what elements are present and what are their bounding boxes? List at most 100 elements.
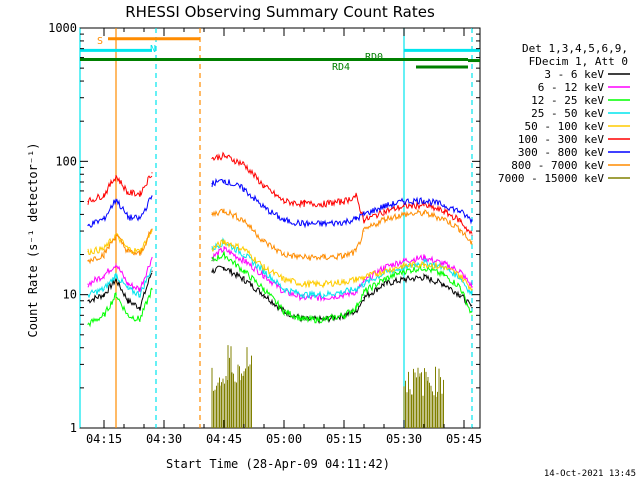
data-point (211, 248, 213, 250)
flag-label-rd4: RD4 (332, 62, 350, 73)
data-point (127, 251, 129, 253)
data-point (223, 155, 225, 157)
data-point (303, 256, 305, 259)
series-800-7000-kev (87, 208, 473, 265)
y-tick-label: 100 (55, 154, 77, 168)
data-point (263, 270, 265, 272)
data-point (223, 241, 225, 243)
data-point (363, 276, 365, 278)
data-point (459, 228, 461, 230)
x-tick-label: 05:45 (446, 432, 482, 446)
data-point (87, 251, 89, 253)
data-point (103, 248, 105, 250)
data-point (151, 230, 153, 232)
data-point (471, 219, 473, 222)
data-point (355, 310, 357, 312)
data-point (103, 288, 105, 290)
series-trace (211, 251, 473, 324)
series-trace (87, 195, 153, 229)
data-point (211, 183, 213, 185)
data-point (443, 263, 445, 265)
legend-label-25-50-kev: 25 - 50 keV (531, 107, 604, 120)
y-axis-label: Count Rate (s⁻¹ detector⁻¹) (26, 142, 40, 337)
data-point (115, 294, 117, 296)
x-tick-label: 05:15 (326, 432, 362, 446)
legend-label-12-25-kev: 12 - 25 keV (531, 94, 604, 107)
data-point (459, 270, 461, 272)
data-point (115, 263, 117, 265)
data-point (139, 306, 141, 309)
data-point (459, 294, 461, 296)
data-point (115, 274, 117, 276)
data-point (355, 218, 357, 220)
data-point (115, 198, 117, 200)
data-point (363, 297, 365, 299)
data-point (87, 323, 89, 325)
series-300-800-kev (87, 177, 473, 229)
data-point (363, 283, 365, 285)
series-trace (87, 175, 153, 205)
legend-label-100-300-kev: 100 - 300 keV (518, 133, 604, 146)
data-point (103, 274, 105, 276)
series-trace (211, 265, 473, 325)
data-point (223, 209, 225, 211)
data-point (423, 212, 425, 214)
data-point (323, 283, 325, 285)
x-axis-label: Start Time (28-Apr-09 04:11:42) (166, 457, 390, 471)
data-point (343, 314, 345, 316)
data-point (87, 224, 89, 227)
data-point (323, 203, 325, 205)
data-point (139, 294, 141, 296)
data-point (471, 285, 473, 288)
data-point (355, 278, 357, 281)
data-point (423, 204, 425, 206)
data-point (459, 210, 461, 213)
data-point (243, 260, 245, 262)
data-point (403, 200, 405, 203)
data-point (471, 306, 473, 309)
data-point (363, 213, 365, 215)
data-point (263, 266, 265, 269)
series-trace (87, 287, 153, 328)
data-point (343, 200, 345, 203)
series-trace (87, 229, 153, 265)
data-point (263, 274, 265, 276)
data-point (403, 260, 405, 262)
data-point (87, 300, 89, 302)
data-point (103, 218, 105, 220)
series-trace (87, 272, 153, 311)
data-point (151, 266, 153, 269)
data-point (423, 266, 425, 269)
series-trace (87, 257, 153, 293)
data-point (151, 256, 153, 259)
data-point (323, 256, 325, 259)
data-point (403, 265, 405, 267)
data-point (323, 294, 325, 296)
series-trace (87, 229, 153, 256)
data-point (303, 223, 305, 225)
data-point (127, 300, 129, 302)
legend-header-1: Det 1,3,4,5,6,9, (522, 42, 628, 55)
data-point (383, 205, 385, 207)
data-point (243, 278, 245, 281)
data-point (423, 256, 425, 259)
data-point (139, 193, 141, 195)
data-point (459, 219, 461, 222)
series-12-25-kev (87, 251, 473, 328)
legend-label-6-12-kev: 6 - 12 keV (538, 81, 605, 94)
data-point (127, 283, 129, 285)
data-point (443, 274, 445, 276)
data-point (211, 270, 213, 272)
data-point (303, 319, 305, 321)
data-point (403, 213, 405, 215)
data-point (471, 314, 473, 316)
data-point (303, 283, 305, 285)
data-point (383, 266, 385, 269)
flag-label-s: S (97, 36, 103, 47)
series-7000-15000-kev (211, 345, 444, 428)
data-point (471, 288, 473, 290)
data-point (383, 278, 385, 281)
data-point (87, 260, 89, 262)
series-100-300-kev (87, 151, 473, 236)
